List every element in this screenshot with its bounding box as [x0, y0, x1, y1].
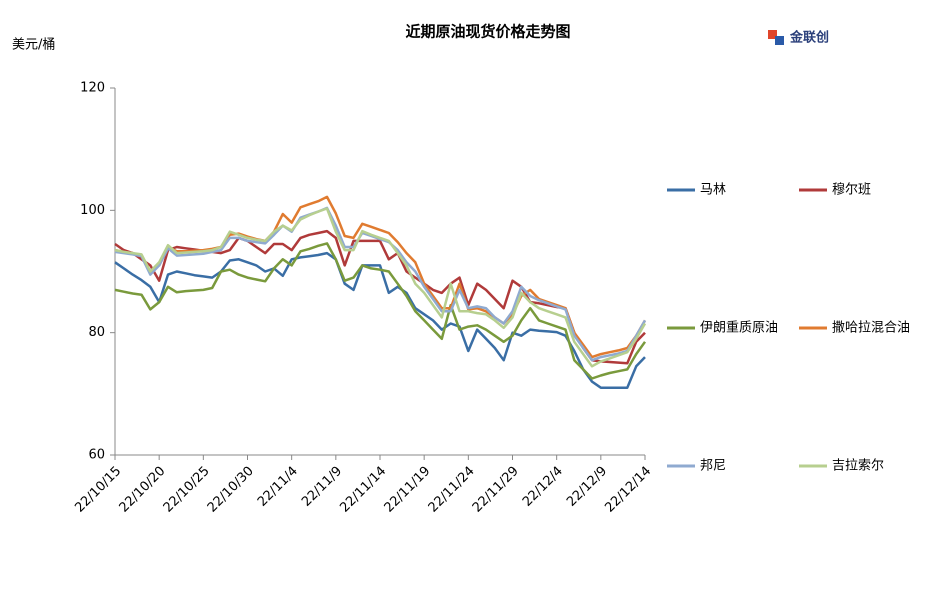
x-tick-label: 22/11/14 — [337, 464, 389, 516]
x-tick-label: 22/10/20 — [117, 464, 169, 516]
legend-label: 穆尔班 — [832, 183, 871, 198]
y-tick-label: 60 — [88, 448, 105, 463]
logo: 金联创 — [768, 30, 829, 46]
x-tick-label: 22/10/15 — [72, 464, 124, 516]
x-tick-label: 22/10/30 — [205, 464, 257, 516]
x-tick-label: 22/12/4 — [520, 464, 566, 510]
logo-text: 金联创 — [789, 30, 829, 46]
x-tick-label: 22/12/14 — [602, 464, 654, 516]
chart-title: 近期原油现货价格走势图 — [405, 23, 570, 41]
x-tick-label: 22/11/4 — [255, 464, 301, 510]
y-tick-label: 80 — [88, 325, 105, 340]
logo-icon — [768, 30, 777, 39]
x-tick-label: 22/11/19 — [382, 464, 434, 516]
legend-label: 马林 — [700, 183, 726, 198]
series-line — [114, 251, 646, 389]
legend-label: 邦尼 — [700, 459, 726, 474]
legend-label: 伊朗重质原油 — [700, 320, 778, 336]
series-line — [114, 242, 647, 380]
y-axis-label: 美元/桶 — [12, 38, 55, 53]
x-tick-label: 22/11/29 — [470, 464, 522, 516]
x-tick-label: 22/10/25 — [161, 464, 213, 516]
series-line — [114, 207, 647, 368]
y-tick-label: 120 — [80, 81, 105, 96]
logo-icon — [775, 36, 784, 45]
y-tick-label: 100 — [80, 203, 105, 218]
x-tick-label: 22/11/24 — [426, 464, 478, 516]
legend-label: 撒哈拉混合油 — [832, 320, 910, 336]
legend-label: 吉拉索尔 — [832, 459, 884, 474]
